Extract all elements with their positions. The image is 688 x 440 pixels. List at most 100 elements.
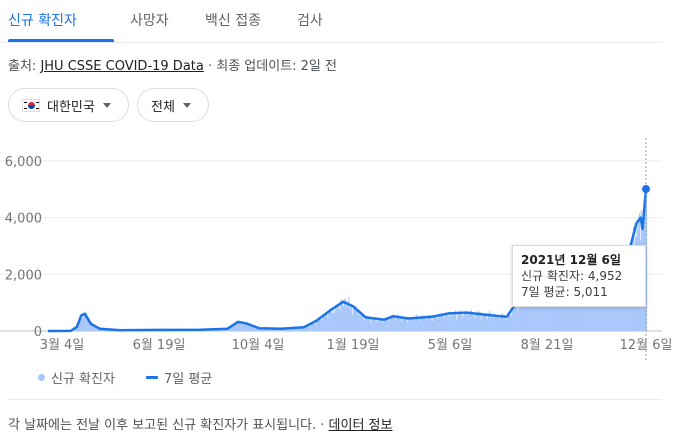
daily-case-bar — [470, 309, 472, 331]
daily-case-bar — [377, 319, 379, 331]
daily-case-bar — [341, 299, 343, 331]
daily-case-bar — [347, 303, 349, 331]
daily-case-bar — [533, 289, 535, 331]
daily-case-bar — [311, 322, 313, 331]
daily-case-bar — [329, 310, 331, 331]
daily-case-bar — [410, 320, 412, 331]
x-tick-label: 10월 4일 — [232, 338, 285, 353]
daily-case-bar — [259, 327, 261, 331]
daily-case-bar — [512, 309, 514, 331]
daily-case-bar — [239, 322, 241, 331]
daily-case-bar — [405, 317, 407, 331]
tooltip-cases-value: 4,952 — [587, 269, 623, 283]
daily-case-bar — [257, 328, 259, 331]
daily-case-bar — [505, 316, 508, 331]
daily-case-bar — [610, 283, 612, 331]
tab-vaccination[interactable]: 백신 접종 — [205, 13, 261, 29]
daily-case-bar — [389, 317, 391, 331]
daily-case-bar — [273, 328, 275, 331]
chevron-down-icon — [102, 102, 111, 108]
daily-case-bar — [351, 314, 353, 331]
daily-case-bar — [468, 315, 470, 331]
daily-case-bar — [473, 315, 475, 331]
daily-case-bar — [557, 288, 559, 331]
daily-case-bar — [517, 311, 519, 331]
daily-case-bar — [613, 284, 615, 331]
daily-case-bar — [406, 322, 409, 331]
legend-cases-label: 신규 확진자 — [51, 372, 115, 387]
daily-case-bar — [418, 318, 420, 331]
daily-case-bar — [87, 316, 89, 331]
daily-case-bar — [357, 314, 360, 331]
daily-case-bar — [378, 317, 381, 331]
legend-item-cases: 신규 확진자 — [38, 368, 115, 387]
daily-case-bar — [466, 311, 468, 331]
daily-case-bar — [266, 328, 268, 331]
daily-case-bar — [329, 308, 332, 331]
daily-case-bar — [484, 313, 486, 331]
daily-case-bar — [531, 285, 533, 331]
daily-case-bar — [443, 318, 445, 331]
daily-case-bar — [464, 313, 466, 331]
daily-case-bar — [500, 317, 502, 331]
daily-case-bar — [385, 318, 387, 331]
daily-case-bar — [498, 318, 501, 331]
daily-case-bar — [301, 327, 303, 331]
daily-case-bar — [512, 310, 515, 331]
daily-case-bar — [248, 325, 250, 331]
daily-case-bar — [90, 322, 92, 331]
daily-case-bar — [538, 284, 540, 331]
daily-case-bar — [458, 310, 460, 331]
daily-case-bar — [318, 318, 320, 331]
country-dropdown[interactable]: 대한민국 — [8, 88, 129, 122]
daily-case-bar — [305, 325, 307, 331]
daily-case-bar — [392, 316, 394, 331]
daily-case-bar — [378, 317, 380, 331]
daily-case-bar — [432, 316, 434, 331]
daily-case-bar — [560, 289, 562, 331]
daily-case-bar — [251, 325, 253, 331]
tab-new-cases[interactable]: 신규 확진자 — [8, 13, 77, 29]
daily-case-bar — [325, 313, 327, 331]
daily-case-bar — [596, 295, 599, 331]
daily-case-bar — [423, 317, 425, 331]
x-tick-label: 12월 6일 — [620, 338, 673, 353]
daily-case-bar — [235, 325, 237, 331]
tab-bar: 신규 확진자 사망자 백신 접종 검사 — [0, 0, 662, 43]
daily-case-bar — [77, 324, 79, 331]
daily-case-bar — [96, 327, 98, 331]
daily-case-bar — [261, 328, 263, 331]
scope-label: 전체 — [151, 99, 175, 115]
daily-case-bar — [286, 328, 288, 331]
source-link[interactable]: JHU CSSE COVID-19 Data — [40, 59, 204, 74]
daily-case-bar — [335, 306, 337, 331]
scope-dropdown[interactable]: 전체 — [137, 88, 209, 122]
tab-testing[interactable]: 검사 — [297, 13, 323, 29]
daily-case-bar — [404, 318, 406, 331]
daily-case-bar — [502, 315, 504, 331]
daily-case-bar — [488, 313, 490, 331]
y-tick-label: 2,000 — [5, 268, 42, 283]
daily-case-bar — [315, 324, 317, 331]
daily-case-bar — [330, 312, 332, 331]
daily-case-bar — [327, 318, 329, 331]
daily-case-bar — [407, 318, 409, 331]
last-updated: · 최종 업데이트: 2일 전 — [203, 59, 337, 74]
daily-case-bar — [425, 319, 427, 331]
line-legend-icon — [146, 376, 158, 379]
daily-case-bar — [275, 328, 277, 331]
daily-case-bar — [368, 319, 370, 331]
tab-deaths[interactable]: 사망자 — [130, 13, 169, 29]
daily-case-bar — [303, 327, 305, 331]
daily-case-bar — [300, 327, 302, 331]
daily-case-bar — [321, 320, 323, 331]
data-info-link[interactable]: 데이터 정보 — [328, 418, 393, 433]
daily-case-bar — [85, 313, 87, 331]
daily-case-bar — [308, 326, 311, 331]
daily-case-bar — [380, 317, 382, 331]
daily-case-bar — [332, 308, 334, 331]
tooltip-avg-label: 7일 평균 — [521, 285, 566, 299]
daily-case-bar — [243, 323, 245, 331]
daily-case-bar — [460, 314, 462, 331]
daily-case-bar — [475, 313, 477, 331]
